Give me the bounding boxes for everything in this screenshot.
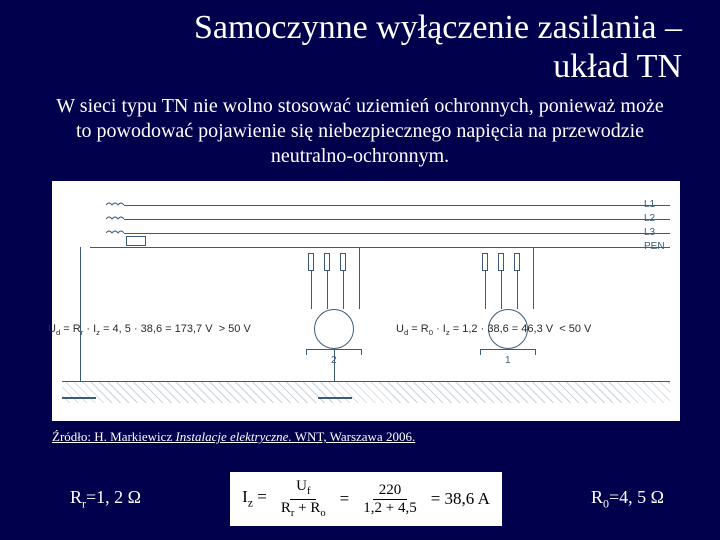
r0-value: R0=4, 5 Ω xyxy=(591,487,664,512)
transformer-coil-icon xyxy=(106,215,124,223)
fuse-icon xyxy=(514,253,520,271)
fuse-stem xyxy=(327,271,328,309)
fuse-icon xyxy=(340,253,346,271)
rr-value: Rr=1, 2 Ω xyxy=(70,487,141,512)
bottom-row: Rr=1, 2 Ω Iz = Uf Rr + Ro = 220 1,2 + 4,… xyxy=(0,472,720,526)
motor-icon xyxy=(314,309,354,349)
equation-left: Ud = Rr · Iz = 4, 5 · 38,6 = 173,7 V > 5… xyxy=(48,323,251,337)
transformer-box-icon xyxy=(126,236,146,246)
bus-label-l3: L3 xyxy=(644,227,655,238)
bus-label-l1: L1 xyxy=(644,199,655,210)
neutral-ground-conductor xyxy=(80,247,81,381)
equation-right: Ud = R0 · Iz = 1,2 · 38,6 = 46,3 V < 50 … xyxy=(396,323,591,337)
circuit-diagram: L1 L2 L3 PEN 2 1 Ud = Rr · Iz = 4, 5 · 3… xyxy=(52,181,680,421)
bus-line-l2 xyxy=(124,219,670,220)
iz-formula: Iz = Uf Rr + Ro = 220 1,2 + 4,5 = 38,6 A xyxy=(230,472,502,526)
pe-conductor xyxy=(533,247,534,309)
device-label-left: 2 xyxy=(331,355,337,366)
fuse-icon xyxy=(308,253,314,271)
motor-leg xyxy=(535,349,536,355)
body-paragraph: W sieci typu TN nie wolno stosować uziem… xyxy=(0,90,720,179)
fuse-icon xyxy=(324,253,330,271)
motor-leg xyxy=(306,349,307,355)
pe-conductor xyxy=(359,247,360,309)
transformer-coil-icon xyxy=(106,229,124,237)
device-label-right: 1 xyxy=(505,355,511,366)
bus-line-l3 xyxy=(124,233,670,234)
motor-leg xyxy=(361,349,362,355)
bus-label-pen: PEN xyxy=(644,241,665,252)
fuse-stem xyxy=(485,271,486,309)
fuse-icon xyxy=(498,253,504,271)
slide-title: Samoczynne wyłączenie zasilania – układ … xyxy=(0,0,720,90)
bus-label-l2: L2 xyxy=(644,213,655,224)
fuse-stem xyxy=(501,271,502,309)
fuse-stem xyxy=(311,271,312,309)
motor-base xyxy=(480,349,536,350)
ground-electrode-icon xyxy=(318,397,352,399)
motor-leg xyxy=(480,349,481,355)
transformer-coil-icon xyxy=(106,201,124,209)
bus-line-l1 xyxy=(124,205,670,206)
ground-electrode-icon xyxy=(62,397,96,399)
fuse-stem xyxy=(517,271,518,309)
fuse-icon xyxy=(482,253,488,271)
source-citation: Źródło: H. Markiewicz Instalacje elektry… xyxy=(0,421,720,445)
fuse-stem xyxy=(343,271,344,309)
earth-hatch-icon xyxy=(62,381,670,403)
bus-line-pen xyxy=(90,247,670,248)
